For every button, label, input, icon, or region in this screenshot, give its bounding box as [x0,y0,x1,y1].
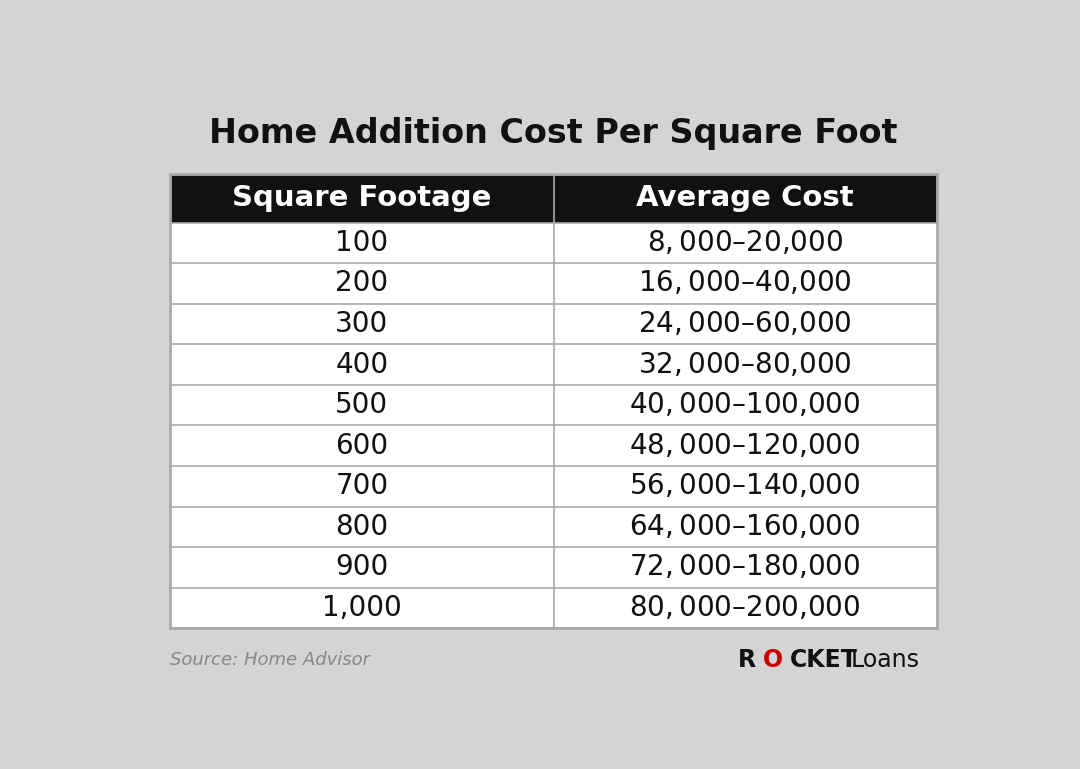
Text: $80,000 – $200,000: $80,000 – $200,000 [630,594,861,622]
Text: 1,000: 1,000 [322,594,402,622]
Bar [171,345,936,384]
Text: $32,000 – $80,000: $32,000 – $80,000 [638,351,852,378]
Bar [171,263,936,304]
Bar [171,507,936,547]
Bar [171,425,936,466]
Text: CKET: CKET [791,647,859,671]
Text: Average Cost: Average Cost [636,185,854,212]
Text: Source: Home Advisor: Source: Home Advisor [171,651,370,668]
Bar [171,223,936,263]
Text: $8,000 – $20,000: $8,000 – $20,000 [647,229,843,257]
Text: 800: 800 [335,513,389,541]
Bar [171,588,936,628]
Text: 900: 900 [335,554,389,581]
Text: $48,000 –$120,000: $48,000 –$120,000 [630,431,861,460]
Bar [171,466,936,507]
Text: $64,000 – $160,000: $64,000 – $160,000 [630,513,861,541]
Text: Home Addition Cost Per Square Foot: Home Addition Cost Per Square Foot [210,117,897,150]
Text: $24,000 – $60,000: $24,000 – $60,000 [638,310,852,338]
Bar [171,174,936,223]
Text: 400: 400 [335,351,389,378]
Text: 600: 600 [335,431,389,460]
Bar [171,304,936,345]
Text: $40,000 – $100,000: $40,000 – $100,000 [630,391,861,419]
Bar [171,174,936,628]
Text: $16,000 – $40,000: $16,000 – $40,000 [638,269,852,298]
Text: O: O [762,647,783,671]
Bar [171,384,936,425]
Text: R: R [738,647,756,671]
Text: Loans: Loans [851,647,920,671]
Text: 500: 500 [335,391,389,419]
Text: Square Footage: Square Footage [232,185,491,212]
Text: 300: 300 [335,310,389,338]
Text: 100: 100 [335,229,389,257]
Text: $56,000 – $140,000: $56,000 – $140,000 [630,472,861,500]
Text: 200: 200 [335,269,389,298]
Text: 700: 700 [335,472,389,500]
Text: $72,000 – $180,000: $72,000 – $180,000 [630,554,861,581]
Bar [171,547,936,588]
